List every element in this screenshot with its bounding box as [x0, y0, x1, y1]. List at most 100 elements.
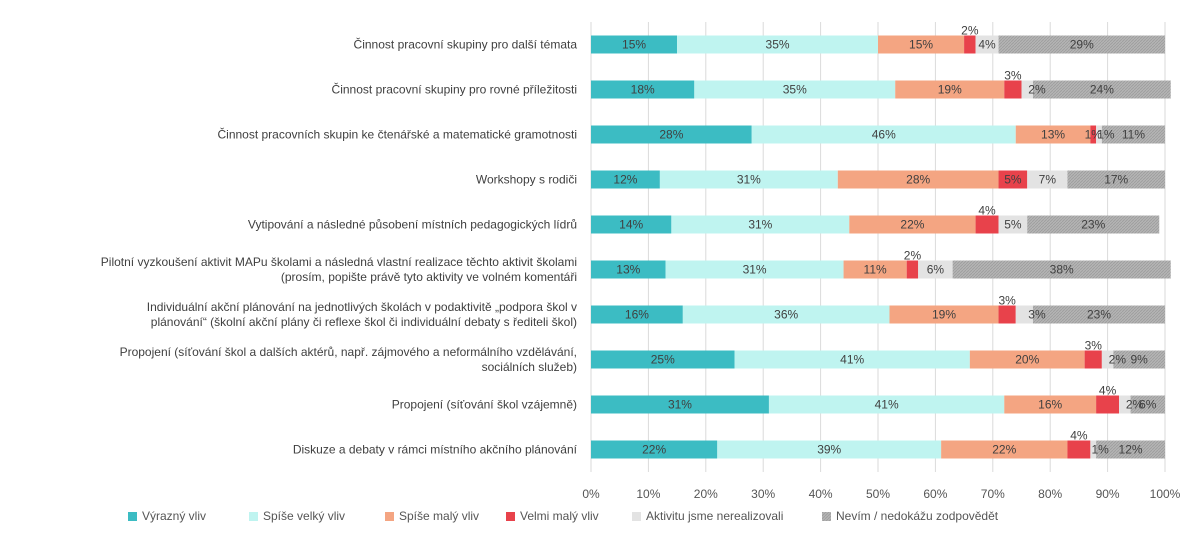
bar-segment	[1015, 305, 1033, 324]
data-label: 22%	[642, 443, 666, 457]
bars-layer: 15% 35% 15%2%4% 29%18% 35% 19%3%2% 24%28% 46% 13…	[591, 24, 1171, 459]
bar-segment	[975, 35, 999, 54]
bar-segment	[895, 80, 1005, 99]
x-tick-label: 40%	[809, 487, 833, 501]
data-label: 11%	[1122, 128, 1145, 142]
legend-label: Velmi malý vliv	[520, 509, 599, 523]
bar-segment	[964, 35, 976, 54]
x-tick-label: 20%	[694, 487, 718, 501]
data-label: 1%	[1091, 443, 1109, 457]
bar-segment	[969, 350, 1085, 369]
data-label: 12%	[1119, 443, 1143, 457]
data-label: 5%	[1004, 218, 1022, 232]
data-label: 12%	[613, 173, 637, 187]
data-label: 4%	[1070, 429, 1088, 443]
bar-segment	[998, 215, 1028, 234]
data-label: 16%	[1038, 398, 1062, 412]
data-label: 38%	[1050, 263, 1074, 277]
data-label: 35%	[783, 83, 807, 97]
category-label: Pilotní vyzkoušení aktivit MAPu školami …	[101, 255, 577, 269]
bar-segment	[591, 395, 769, 414]
bar-segment	[1096, 395, 1120, 414]
data-label: 29%	[1070, 38, 1094, 52]
data-label: 3%	[1004, 69, 1022, 83]
data-label: 31%	[737, 173, 761, 187]
bar-segment	[849, 215, 976, 234]
bar-segment	[878, 35, 965, 54]
legend-label: Spíše velký vliv	[263, 509, 345, 523]
data-label: 41%	[840, 353, 864, 367]
category-label: plánování“ (školní akční plány či reflex…	[151, 315, 577, 329]
data-label: 39%	[817, 443, 841, 457]
x-tick-label: 80%	[1038, 487, 1062, 501]
bar-segment	[591, 350, 735, 369]
data-label: 2%	[904, 249, 922, 263]
data-label: 24%	[1090, 83, 1114, 97]
bar-segment	[677, 35, 878, 54]
data-label: 3%	[1085, 339, 1103, 353]
data-label: 2%	[961, 24, 979, 38]
bar-segment	[768, 395, 1005, 414]
bar-segment	[1015, 125, 1091, 144]
legend-label: Nevím / nedokážu zodpovědět	[836, 509, 999, 523]
legend-label: Aktivitu jsme nerealizovali	[646, 509, 783, 523]
bar-segment	[998, 35, 1165, 54]
bar-segment	[1119, 395, 1131, 414]
bar-segment	[998, 170, 1028, 189]
legend-swatch	[822, 512, 831, 521]
bar-segment	[751, 125, 1016, 144]
bar-segment	[1113, 350, 1165, 369]
category-label: Činnost pracovní skupiny pro další témat…	[354, 37, 578, 52]
bar-segment	[1101, 125, 1165, 144]
bar-segment	[1027, 215, 1160, 234]
bar-segment	[1101, 350, 1114, 369]
bar-segment	[1004, 80, 1022, 99]
bar-segment	[906, 260, 919, 279]
category-label: Individuální akční plánování na jednotli…	[147, 300, 577, 314]
bar-segment	[1096, 440, 1165, 459]
data-label: 5%	[1004, 173, 1022, 187]
bar-segment	[591, 440, 718, 459]
x-tick-label: 100%	[1150, 487, 1181, 501]
bar-segment	[1067, 170, 1165, 189]
x-tick-label: 10%	[636, 487, 660, 501]
bar-segment	[1021, 80, 1033, 99]
category-label: Propojení (síťování škol vzájemně)	[392, 398, 577, 412]
x-tick-label: 70%	[981, 487, 1005, 501]
bar-segment	[591, 80, 695, 99]
bar-segment	[694, 80, 896, 99]
data-label: 4%	[978, 38, 996, 52]
data-label: 3%	[1028, 308, 1046, 322]
data-label: 23%	[1081, 218, 1105, 232]
bar-segment	[975, 215, 999, 234]
legend-swatch	[632, 512, 641, 521]
data-label: 4%	[978, 204, 996, 218]
data-label: 4%	[1099, 384, 1117, 398]
x-axis: 0% 10% 20% 30% 40% 50% 60% 70% 80% 90% 100%	[582, 487, 1180, 501]
category-label: Diskuze a debaty v rámci místního akčníh…	[293, 443, 578, 457]
bar-segment	[1084, 350, 1102, 369]
category-label: Vytipování a následné působení místních …	[248, 218, 577, 232]
bar-segment	[591, 305, 683, 324]
bar-segment	[1067, 440, 1091, 459]
data-label: 6%	[1139, 398, 1157, 412]
data-label: 25%	[651, 353, 675, 367]
x-tick-label: 30%	[751, 487, 775, 501]
bar-segment	[1004, 395, 1097, 414]
data-label: 11%	[864, 263, 887, 277]
data-label: 23%	[1087, 308, 1111, 322]
bar-segment	[998, 305, 1016, 324]
data-label: 31%	[668, 398, 692, 412]
bar-segment	[1032, 80, 1171, 99]
bar-segment	[717, 440, 942, 459]
data-label: 22%	[992, 443, 1016, 457]
data-label: 2%	[1028, 83, 1046, 97]
data-label: 6%	[927, 263, 945, 277]
legend-label: Výrazný vliv	[142, 509, 206, 523]
data-label: 3%	[998, 294, 1016, 308]
bar-segment	[591, 125, 752, 144]
data-label: 31%	[748, 218, 772, 232]
legend-swatch	[128, 512, 137, 521]
